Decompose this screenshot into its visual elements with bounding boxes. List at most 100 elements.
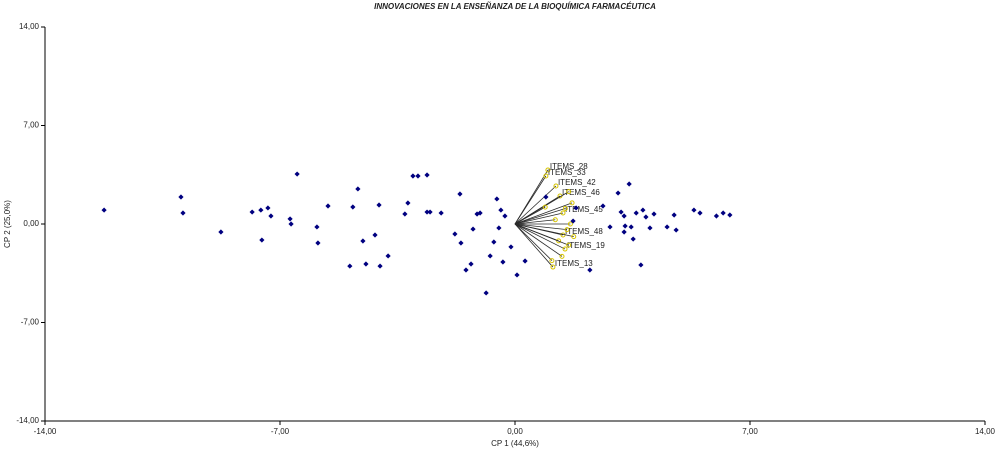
point	[626, 181, 632, 187]
point	[470, 226, 476, 232]
vector-end	[569, 200, 575, 206]
point	[633, 210, 639, 216]
point	[727, 212, 733, 218]
x-axis-label: CP 1 (44,6%)	[491, 439, 539, 448]
vector-end	[567, 221, 573, 227]
point	[258, 207, 264, 213]
point	[494, 196, 500, 202]
loading-vector	[514, 208, 566, 225]
vector-end	[545, 167, 551, 173]
loading-vector	[514, 202, 573, 225]
point	[410, 173, 416, 179]
vector-end	[566, 242, 572, 248]
point	[573, 205, 579, 211]
point	[487, 253, 493, 259]
point	[259, 237, 265, 243]
point	[673, 227, 679, 233]
point	[483, 290, 489, 296]
point	[502, 213, 508, 219]
vector-end	[549, 258, 555, 264]
point	[621, 213, 627, 219]
point	[268, 213, 274, 219]
x-tick-label: 0,00	[507, 427, 523, 436]
point	[350, 204, 356, 210]
point	[638, 262, 644, 268]
point	[180, 210, 186, 216]
point	[101, 207, 107, 213]
vector-end	[560, 210, 566, 216]
point	[600, 203, 606, 209]
vector-label: ITEMS_33	[548, 168, 586, 177]
loading-vector	[514, 223, 566, 250]
vector-label: ITEMS_48	[565, 227, 603, 236]
point	[377, 263, 383, 269]
loading-vector	[514, 212, 564, 225]
point	[671, 212, 677, 218]
vector-end	[543, 173, 549, 179]
loading-vector	[514, 223, 574, 238]
point	[522, 258, 528, 264]
point	[477, 210, 483, 216]
point	[587, 267, 593, 273]
y-axis-label: CP 2 (25,0%)	[3, 200, 12, 248]
point	[405, 200, 411, 206]
point	[265, 205, 271, 211]
point	[720, 210, 726, 216]
loading-vector	[514, 223, 553, 261]
point	[325, 203, 331, 209]
point	[218, 229, 224, 235]
point	[621, 229, 627, 235]
vector-end	[566, 189, 572, 195]
vector-label: ITEMS_13	[555, 259, 593, 268]
point	[570, 218, 576, 224]
point	[622, 223, 628, 229]
point	[347, 263, 353, 269]
point	[424, 172, 430, 178]
point	[508, 244, 514, 250]
loading-vector	[514, 223, 568, 231]
point	[496, 225, 502, 231]
loading-vector	[514, 223, 554, 268]
vector-label: ITEMS_46	[562, 188, 600, 197]
point	[713, 213, 720, 219]
point	[427, 209, 433, 215]
point	[452, 231, 458, 237]
point	[514, 272, 520, 278]
point	[249, 209, 255, 215]
point	[468, 261, 474, 267]
loading-vector	[514, 185, 557, 225]
loading-vector	[514, 219, 556, 225]
vector-end	[559, 253, 565, 259]
point	[643, 214, 649, 220]
x-tick-label: -14,00	[34, 427, 57, 436]
point	[618, 209, 624, 215]
loading-vector	[514, 223, 569, 246]
point	[630, 236, 636, 242]
point	[385, 253, 391, 259]
x-tick-label: -7,00	[271, 427, 290, 436]
point	[355, 186, 361, 192]
point	[651, 211, 657, 217]
point	[543, 194, 549, 200]
point	[360, 238, 366, 244]
loading-vector	[514, 223, 563, 257]
vector-label: ITEMS_45	[565, 205, 603, 214]
point	[457, 191, 463, 197]
point	[424, 209, 430, 215]
point	[415, 173, 421, 179]
point	[287, 216, 293, 222]
point	[697, 210, 703, 216]
point	[628, 224, 634, 230]
point	[178, 194, 184, 200]
point	[607, 224, 613, 230]
vector-end	[542, 204, 548, 210]
point	[458, 240, 464, 246]
point	[498, 207, 504, 213]
loading-vector	[514, 175, 547, 225]
x-tick-label: 14,00	[975, 427, 996, 436]
vector-label: ITEMS_19	[567, 241, 605, 250]
vector-end	[552, 217, 558, 223]
point	[288, 221, 294, 227]
point	[372, 232, 378, 238]
